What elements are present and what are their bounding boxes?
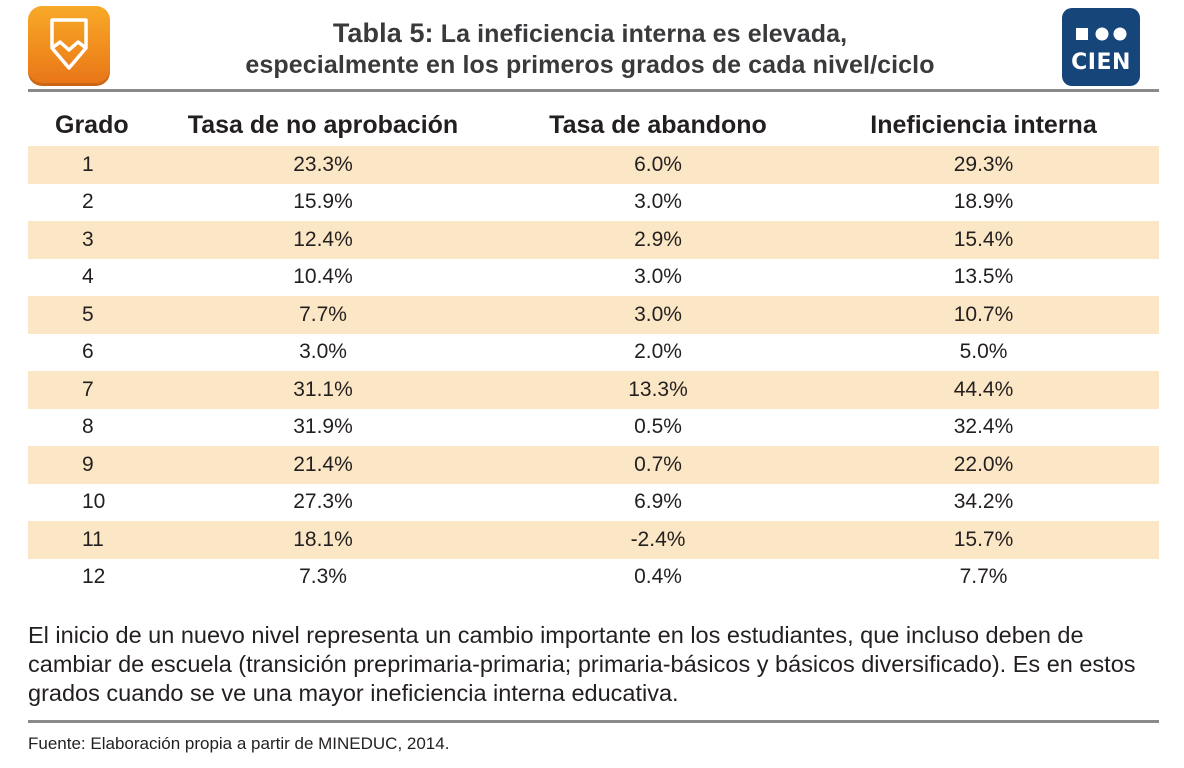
table-row: 3 12.4% 2.9% 15.4% bbox=[28, 221, 1159, 259]
cien-logo: CIEN bbox=[1062, 8, 1140, 86]
grado-cell: 4 bbox=[82, 265, 94, 289]
table-row: 2 15.9% 3.0% 18.9% bbox=[28, 184, 1159, 222]
explanatory-note: El inicio de un nuevo nivel representa u… bbox=[28, 622, 1136, 706]
cien-brand-text: CIEN bbox=[1071, 50, 1131, 75]
bottom-divider bbox=[28, 720, 1159, 723]
ineficiencia-cell: 29.3% bbox=[808, 146, 1159, 184]
abandono-cell: -2.4% bbox=[508, 521, 808, 559]
no-aprobacion-cell: 18.1% bbox=[138, 521, 508, 559]
no-aprobacion-cell: 15.9% bbox=[293, 190, 353, 214]
grado-cell: 12 bbox=[82, 565, 106, 589]
title-rest: La ineficiencia interna es elevada, bbox=[440, 20, 848, 48]
grado-cell: 5 bbox=[28, 296, 138, 334]
header-no-aprobacion: Tasa de no aprobación bbox=[187, 110, 459, 139]
ineficiencia-cell: 32.4% bbox=[953, 415, 1014, 439]
grado-cell: 8 bbox=[82, 415, 94, 439]
grado-cell: 1 bbox=[28, 146, 138, 184]
table-row: 11 18.1% -2.4% 15.7% bbox=[28, 521, 1159, 559]
no-aprobacion-cell: 27.3% bbox=[293, 490, 353, 514]
ineficiencia-cell: 22.0% bbox=[808, 446, 1159, 484]
abandono-cell: 0.5% bbox=[634, 415, 682, 439]
abandono-cell: 6.9% bbox=[634, 490, 682, 514]
no-aprobacion-cell: 7.3% bbox=[299, 565, 347, 589]
ineficiencia-cell: 15.4% bbox=[808, 221, 1159, 259]
ineficiencia-cell: 13.5% bbox=[953, 265, 1014, 289]
no-aprobacion-cell: 21.4% bbox=[138, 446, 508, 484]
table-header-row: Grado Tasa de no aprobación Tasa de aban… bbox=[28, 104, 1159, 146]
grado-cell: 9 bbox=[28, 446, 138, 484]
top-divider bbox=[28, 89, 1159, 92]
table-row: 12 7.3% 0.4% 7.7% bbox=[28, 559, 1159, 597]
ineficiencia-cell: 7.7% bbox=[959, 565, 1008, 589]
grado-cell: 10 bbox=[82, 490, 106, 514]
abandono-cell: 3.0% bbox=[508, 296, 808, 334]
table-title: Tabla 5: La ineficiencia interna es elev… bbox=[140, 18, 1040, 81]
no-aprobacion-cell: 31.9% bbox=[293, 415, 353, 439]
table-row: 6 3.0% 2.0% 5.0% bbox=[28, 334, 1159, 372]
ineficiencia-cell: 5.0% bbox=[959, 340, 1008, 364]
abandono-cell: 3.0% bbox=[634, 190, 682, 214]
abandono-cell: 13.3% bbox=[508, 371, 808, 409]
no-aprobacion-cell: 31.1% bbox=[138, 371, 508, 409]
abandono-cell: 6.0% bbox=[508, 146, 808, 184]
source-line: Fuente: Elaboración propia a partir de M… bbox=[28, 734, 450, 753]
abandono-cell: 2.9% bbox=[508, 221, 808, 259]
table-row: 8 31.9% 0.5% 32.4% bbox=[28, 409, 1159, 447]
table-row: 10 27.3% 6.9% 34.2% bbox=[28, 484, 1159, 522]
ineficiencia-cell: 44.4% bbox=[808, 371, 1159, 409]
no-aprobacion-cell: 10.4% bbox=[293, 265, 353, 289]
no-aprobacion-cell: 7.7% bbox=[138, 296, 508, 334]
abandono-cell: 3.0% bbox=[634, 265, 682, 289]
ineficiencia-cell: 34.2% bbox=[953, 490, 1014, 514]
data-table: Grado Tasa de no aprobación Tasa de aban… bbox=[28, 104, 1159, 596]
table-row: 9 21.4% 0.7% 22.0% bbox=[28, 446, 1159, 484]
grado-cell: 7 bbox=[28, 371, 138, 409]
ineficiencia-cell: 15.7% bbox=[808, 521, 1159, 559]
no-aprobacion-cell: 23.3% bbox=[138, 146, 508, 184]
grado-cell: 11 bbox=[28, 521, 138, 559]
table-row: 1 23.3% 6.0% 29.3% bbox=[28, 146, 1159, 184]
title-lead: Tabla 5: bbox=[332, 18, 434, 48]
abandono-cell: 2.0% bbox=[634, 340, 682, 364]
ineficiencia-cell: 18.9% bbox=[953, 190, 1014, 214]
grado-cell: 3 bbox=[28, 221, 138, 259]
ineficiencia-cell: 10.7% bbox=[808, 296, 1159, 334]
header-abandono: Tasa de abandono bbox=[549, 110, 767, 139]
header-ineficiencia: Ineficiencia interna bbox=[870, 110, 1097, 139]
pencil-icon bbox=[50, 18, 88, 70]
header-grado: Grado bbox=[55, 110, 129, 139]
cien-dots-icon bbox=[1076, 27, 1127, 41]
table-row: 7 31.1% 13.3% 44.4% bbox=[28, 371, 1159, 409]
pencil-logo bbox=[28, 6, 110, 86]
grado-cell: 2 bbox=[82, 190, 94, 214]
no-aprobacion-cell: 12.4% bbox=[138, 221, 508, 259]
no-aprobacion-cell: 3.0% bbox=[299, 340, 347, 364]
title-line2: especialmente en los primeros grados de … bbox=[245, 51, 935, 79]
abandono-cell: 0.7% bbox=[508, 446, 808, 484]
abandono-cell: 0.4% bbox=[634, 565, 682, 589]
table-row: 4 10.4% 3.0% 13.5% bbox=[28, 259, 1159, 297]
table-row: 5 7.7% 3.0% 10.7% bbox=[28, 296, 1159, 334]
grado-cell: 6 bbox=[82, 340, 94, 364]
